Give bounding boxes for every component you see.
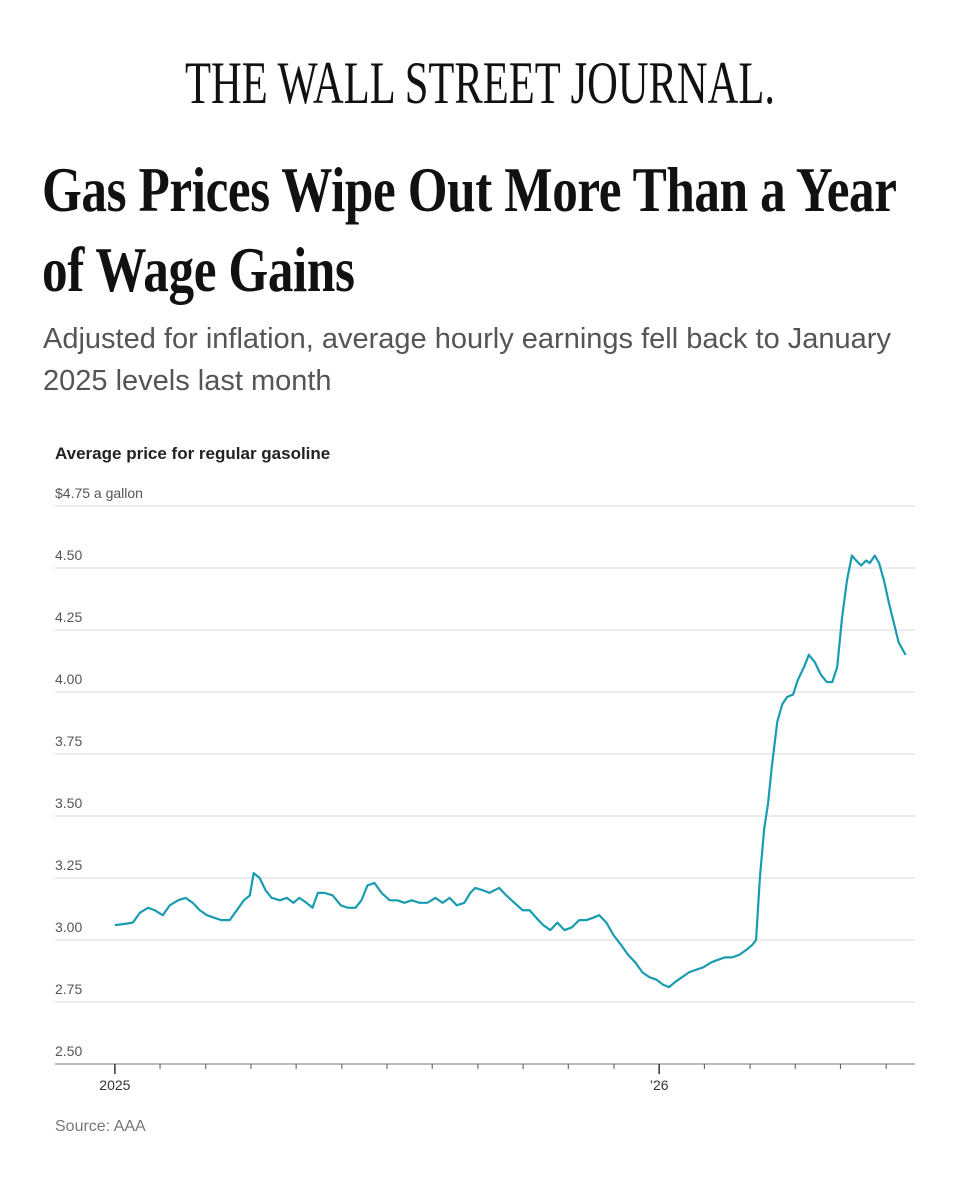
subtitle: Adjusted for inflation, average hourly e… [43, 323, 891, 397]
y-tick-label: $4.75 a gallon [55, 485, 143, 501]
x-tick-label: ’26 [650, 1077, 669, 1093]
y-tick-label: 2.50 [55, 1043, 82, 1059]
headline-box: Gas Prices Wipe Out More Than a Year of … [42, 150, 906, 310]
masthead: THE WALL STREET JOURNAL. [185, 50, 775, 116]
y-tick-label: 3.25 [55, 857, 82, 873]
y-tick-label: 3.00 [55, 919, 82, 935]
y-tick-label: 4.25 [55, 609, 82, 625]
x-tick-label: 2025 [99, 1077, 130, 1093]
y-tick-label: 2.75 [55, 981, 82, 997]
y-tick-label: 4.00 [55, 671, 82, 687]
y-tick-label: 3.75 [55, 733, 82, 749]
price-line [114, 554, 907, 989]
headline: Gas Prices Wipe Out More Than a Year of … [42, 154, 896, 305]
y-tick-label: 4.50 [55, 547, 82, 563]
y-tick-label: 3.50 [55, 795, 82, 811]
chart-title: Average price for regular gasoline [55, 444, 330, 463]
source: Source: AAA [55, 1118, 146, 1135]
